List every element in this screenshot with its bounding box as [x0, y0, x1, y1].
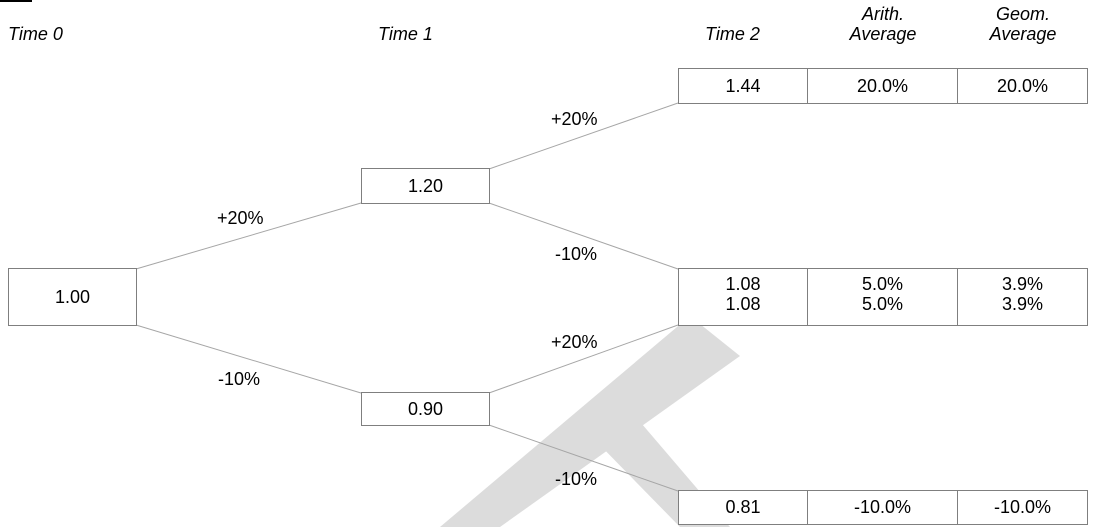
edge-down-down	[488, 424, 679, 492]
edge-up-down	[488, 202, 679, 270]
outcome-arith: 5.0%	[861, 274, 904, 294]
outcome-arith: 20.0%	[856, 76, 909, 96]
outcome-geom-cell: 20.0%	[957, 68, 1088, 104]
outcome-value: 1.08	[725, 294, 761, 314]
outcome-arith-cell: 5.0% 5.0%	[807, 268, 958, 326]
edge-down-up	[488, 324, 679, 394]
edge-up-up	[488, 102, 679, 170]
header-time-0: Time 0	[8, 24, 63, 44]
header-geom-line2: Average	[989, 24, 1057, 44]
outcome-geom: 20.0%	[996, 76, 1049, 96]
outcome-geom-cell: -10.0%	[957, 490, 1088, 525]
outcome-value: 1.44	[725, 76, 761, 96]
header-arith-average: Arith. Average	[808, 4, 958, 44]
outcome-arith: -10.0%	[853, 497, 912, 517]
header-geom-line1: Geom.	[995, 4, 1051, 24]
header-arith-line1: Arith.	[861, 4, 904, 24]
outcome-value-cell: 0.81	[678, 490, 808, 525]
outcome-geom-cell: 3.9% 3.9%	[957, 268, 1088, 326]
header-arith-line2: Average	[849, 24, 917, 44]
outcome-geom: -10.0%	[993, 497, 1052, 517]
branch-label-down-down: -10%	[555, 469, 598, 489]
branch-label-up-down: -10%	[555, 244, 598, 264]
outcome-value-cell: 1.44	[678, 68, 808, 104]
edge-t0-down	[135, 324, 362, 394]
edge-t0-up	[135, 202, 362, 270]
branch-label-down-up: +20%	[551, 332, 598, 352]
outcome-arith-cell: -10.0%	[807, 490, 958, 525]
outcome-geom: 3.9%	[1001, 294, 1044, 314]
node-time0: 1.00	[8, 268, 137, 326]
header-geom-average: Geom. Average	[958, 4, 1088, 44]
branch-label-t0-down: -10%	[218, 369, 261, 389]
corner-mark	[0, 0, 32, 2]
outcome-arith: 5.0%	[861, 294, 904, 314]
outcome-geom: 3.9%	[1001, 274, 1044, 294]
outcome-value-cell: 1.08 1.08	[678, 268, 808, 326]
branch-label-t0-up: +20%	[217, 208, 264, 228]
node-time1-down: 0.90	[361, 392, 490, 426]
outcome-arith-cell: 20.0%	[807, 68, 958, 104]
header-time-1: Time 1	[378, 24, 433, 44]
outcome-value: 1.08	[725, 274, 761, 294]
branch-label-up-up: +20%	[551, 109, 598, 129]
header-time-2: Time 2	[705, 24, 760, 44]
node-time1-up: 1.20	[361, 168, 490, 204]
outcome-value: 0.81	[725, 497, 761, 517]
